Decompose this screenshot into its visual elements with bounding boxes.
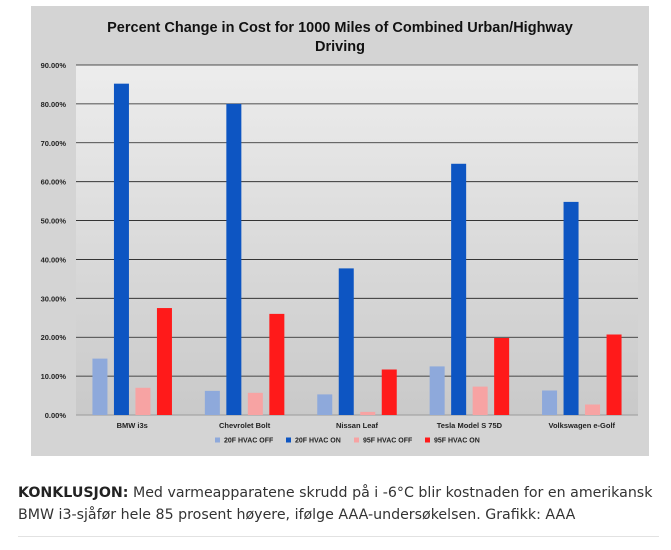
bar: [204, 390, 220, 415]
chart-figure: 0.00% 10.00% 20.00% 30.00% 40.00% 50.00% 60.00…: [31, 6, 649, 456]
bar: [226, 103, 242, 415]
bar: [606, 334, 622, 415]
y-tick-label: 50.00%: [41, 217, 67, 226]
bar-chart: 0.00% 10.00% 20.00% 30.00% 40.00% 50.00% 60.00…: [31, 6, 649, 456]
bar: [585, 404, 601, 415]
bar: [247, 392, 263, 415]
bar: [381, 369, 397, 415]
chart-title: Percent Change in Cost for 1000 Miles of…: [107, 20, 573, 55]
caption-text: Med varmeapparatene skrudd på i -6°C bli…: [18, 485, 653, 523]
chart-title-line: Percent Change in Cost for 1000 Miles of…: [107, 20, 573, 36]
legend: 20F HVAC OFF 20F HVAC ON 95F HVAC OFF 95F H…: [215, 437, 480, 445]
bar: [338, 268, 354, 415]
legend-label: 95F HVAC ON: [434, 438, 480, 445]
bar: [360, 411, 376, 415]
legend-label: 20F HVAC ON: [295, 438, 341, 445]
x-category-label: BMW i3s: [117, 421, 148, 430]
x-category-label: Nissan Leaf: [336, 421, 379, 430]
bar: [269, 313, 285, 415]
legend-swatch: [354, 437, 359, 443]
bars: [92, 83, 622, 416]
y-tick-label: 60.00%: [41, 178, 67, 187]
bar: [451, 163, 467, 415]
x-category-label: Chevrolet Bolt: [219, 421, 271, 430]
bar: [563, 201, 579, 415]
y-tick-label: 30.00%: [41, 294, 67, 303]
chart-title-line: Driving: [315, 39, 365, 55]
bar: [472, 386, 488, 415]
y-tick-label: 40.00%: [41, 255, 67, 264]
legend-swatch: [425, 437, 430, 443]
bar: [156, 308, 172, 415]
y-axis-tick-labels: 0.00% 10.00% 20.00% 30.00% 40.00% 50.00% 60.00…: [41, 61, 67, 420]
bar: [317, 394, 333, 415]
bar: [113, 83, 129, 416]
legend-label: 20F HVAC OFF: [224, 438, 274, 445]
legend-label: 95F HVAC OFF: [363, 438, 413, 445]
bar: [494, 338, 510, 415]
legend-swatch: [286, 437, 291, 443]
figure-caption: KONKLUSJON: Med varmeapparatene skrudd p…: [18, 482, 658, 526]
x-axis-category-labels: BMW i3s Chevrolet Bolt Nissan Leaf Tesla Mo…: [117, 421, 616, 430]
bar: [92, 358, 108, 415]
bar: [542, 390, 558, 415]
x-category-label: Volkswagen e-Golf: [549, 421, 616, 430]
y-tick-label: 10.00%: [41, 372, 67, 381]
y-tick-label: 70.00%: [41, 139, 67, 148]
x-category-label: Tesla Model S 75D: [437, 421, 503, 430]
divider: [18, 536, 659, 537]
legend-swatch: [215, 437, 220, 443]
y-tick-label: 90.00%: [41, 61, 67, 70]
caption-lead: KONKLUSJON:: [18, 485, 129, 501]
bar: [429, 366, 445, 415]
y-tick-label: 0.00%: [45, 411, 67, 420]
y-tick-label: 80.00%: [41, 100, 67, 109]
bar: [135, 387, 151, 415]
y-tick-label: 20.00%: [41, 333, 67, 342]
